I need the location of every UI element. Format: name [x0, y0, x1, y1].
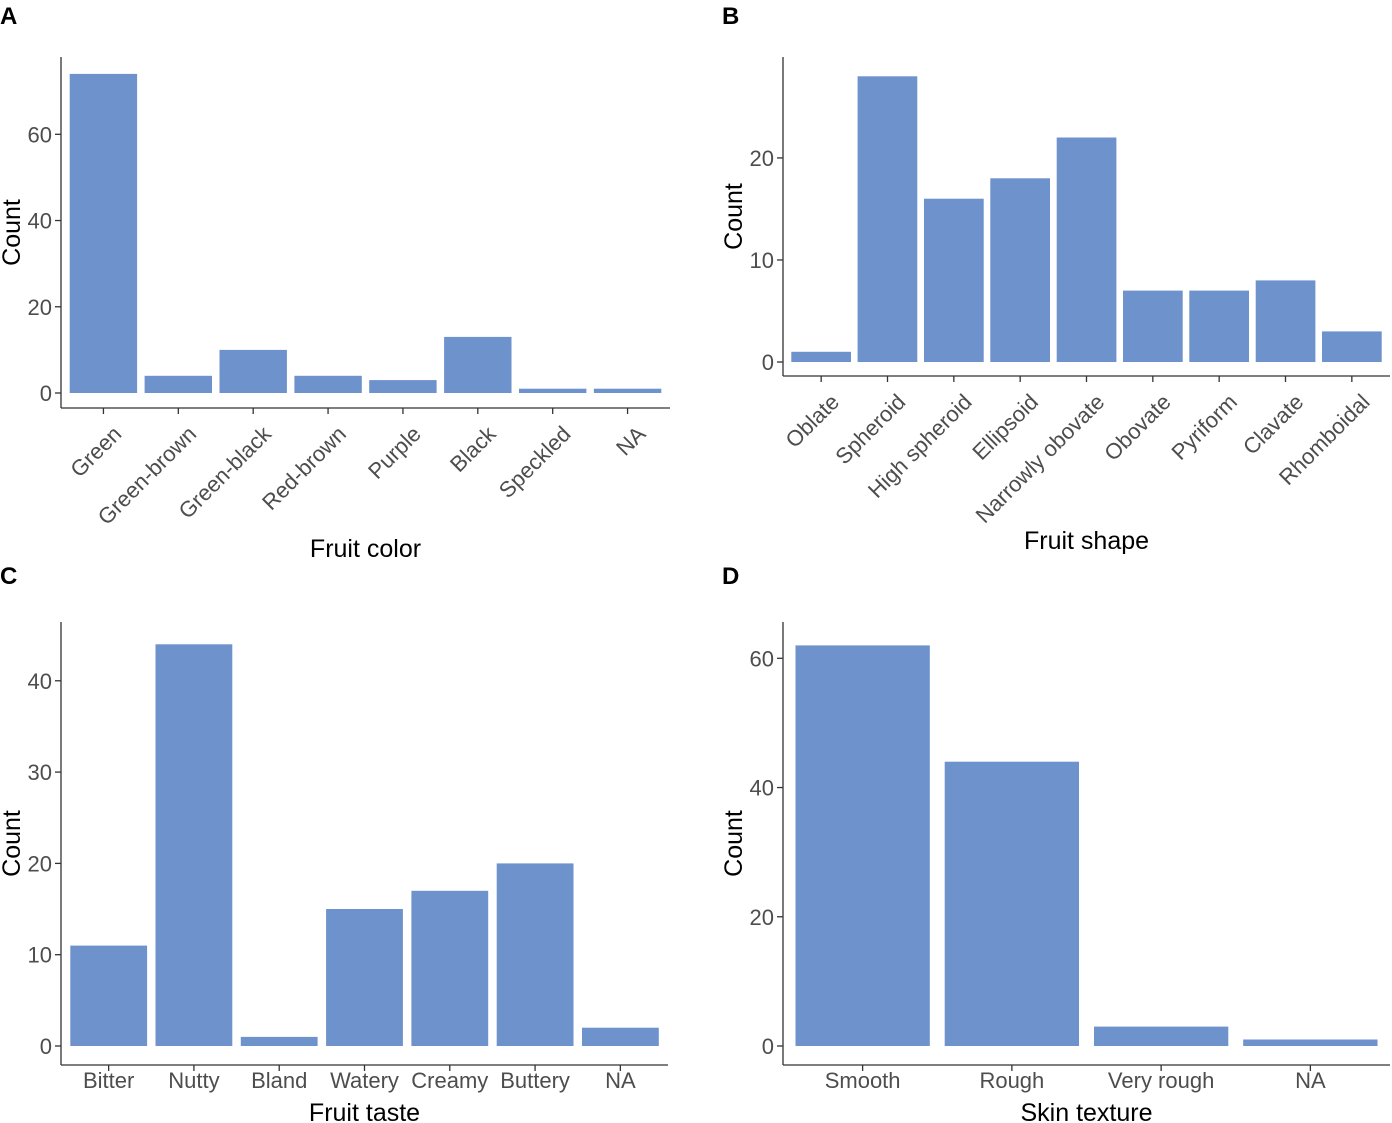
bar-d-very-rough	[1094, 1026, 1229, 1046]
bar-c-buttery	[496, 863, 574, 1046]
bar-b-clavate	[1255, 280, 1316, 362]
x-tick-label-c-na: NA	[605, 1068, 636, 1093]
x-tick-label-c-bitter: Bitter	[83, 1068, 134, 1093]
bar-a-green-brown	[144, 375, 212, 393]
bar-d-rough	[944, 761, 1079, 1046]
x-tick-label-b-obovate: Obovate	[1099, 389, 1175, 465]
y-tick-label-c-10: 10	[28, 943, 52, 968]
bar-a-purple	[369, 380, 437, 393]
bar-b-obovate	[1123, 290, 1183, 362]
bar-b-spheroid	[857, 76, 918, 363]
y-tick-label-d-0: 0	[762, 1034, 774, 1059]
bar-c-na	[582, 1027, 659, 1046]
y-tick-label-b-10: 10	[750, 248, 774, 273]
y-tick-label-c-30: 30	[28, 760, 52, 785]
y-tick-label-d-60: 60	[750, 646, 774, 671]
bar-a-na	[593, 388, 662, 393]
bar-c-bland	[240, 1036, 318, 1046]
y-tick-label-a-60: 60	[28, 122, 52, 147]
x-tick-label-c-buttery: Buttery	[500, 1068, 570, 1093]
bar-c-watery	[326, 909, 403, 1046]
y-tick-label-a-0: 0	[40, 381, 52, 406]
x-tick-label-b-narrowly-obovate: Narrowly obovate	[971, 389, 1110, 528]
panel-c-letter: C	[0, 563, 17, 590]
y-tick-label-c-20: 20	[28, 851, 52, 876]
bar-a-black	[444, 336, 512, 393]
y-tick-label-b-0: 0	[762, 350, 774, 375]
bar-b-rhomboidal	[1322, 331, 1382, 362]
bar-b-narrowly-obovate	[1056, 137, 1117, 362]
panel-a-letter: A	[0, 3, 17, 30]
x-axis-title-d: Skin texture	[1020, 1099, 1152, 1123]
y-axis-title-a: Count	[0, 199, 26, 266]
y-axis-title-d: Count	[720, 810, 748, 877]
bar-a-green	[69, 73, 138, 394]
panel-c: C Bitter Nutty Bland Watery Creamy Buttery NA 0 1…	[0, 563, 668, 1123]
y-tick-label-a-20: 20	[28, 295, 52, 320]
bar-b-oblate	[791, 351, 851, 362]
y-tick-label-a-40: 40	[28, 209, 52, 234]
x-tick-label-a-na: NA	[611, 421, 651, 461]
x-tick-label-c-watery: Watery	[330, 1068, 399, 1093]
y-tick-label-d-20: 20	[750, 905, 774, 930]
y-tick-label-c-0: 0	[40, 1034, 52, 1059]
x-axis-title-c: Fruit taste	[309, 1099, 420, 1123]
x-tick-label-d-smooth: Smooth	[825, 1068, 901, 1093]
x-axis-title-a: Fruit color	[310, 535, 421, 563]
bar-c-nutty	[155, 644, 233, 1046]
panel-d-letter: D	[722, 563, 739, 590]
x-tick-label-c-creamy: Creamy	[411, 1068, 488, 1093]
x-tick-label-d-na: NA	[1295, 1068, 1326, 1093]
bar-b-pyriform	[1189, 290, 1249, 362]
y-tick-label-c-40: 40	[28, 669, 52, 694]
x-tick-label-a-speckled: Speckled	[494, 421, 576, 503]
bar-c-bitter	[70, 945, 148, 1046]
bar-b-high-spheroid	[924, 198, 984, 362]
bar-d-na	[1243, 1039, 1378, 1046]
x-tick-label-a-purple: Purple	[363, 421, 426, 484]
bar-a-speckled	[519, 388, 587, 393]
y-axis-title-b: Count	[720, 183, 748, 250]
y-tick-label-b-20: 20	[750, 146, 774, 171]
x-tick-label-b-pyriform: Pyriform	[1166, 389, 1242, 465]
panel-d: D Smooth Rough Very rough NA 0 20 40 60 Count Skin…	[720, 563, 1390, 1123]
x-tick-label-c-bland: Bland	[251, 1068, 307, 1093]
x-tick-label-a-black: Black	[445, 420, 501, 476]
x-tick-label-c-nutty: Nutty	[168, 1068, 219, 1093]
y-axis-title-c: Count	[0, 810, 26, 877]
y-tick-label-d-40: 40	[750, 776, 774, 801]
bar-d-smooth	[795, 645, 930, 1046]
bar-b-ellipsoid	[990, 178, 1050, 362]
bar-a-green-black	[219, 349, 287, 393]
bar-c-creamy	[411, 890, 489, 1046]
x-axis-title-b: Fruit shape	[1024, 527, 1149, 555]
x-tick-label-d-rough: Rough	[979, 1068, 1044, 1093]
bar-a-red-brown	[294, 375, 362, 393]
panel-b-letter: B	[722, 3, 739, 30]
x-tick-label-b-oblate: Oblate	[780, 389, 844, 453]
x-tick-label-d-very-rough: Very rough	[1108, 1068, 1214, 1093]
x-tick-label-a-green: Green	[65, 421, 126, 482]
